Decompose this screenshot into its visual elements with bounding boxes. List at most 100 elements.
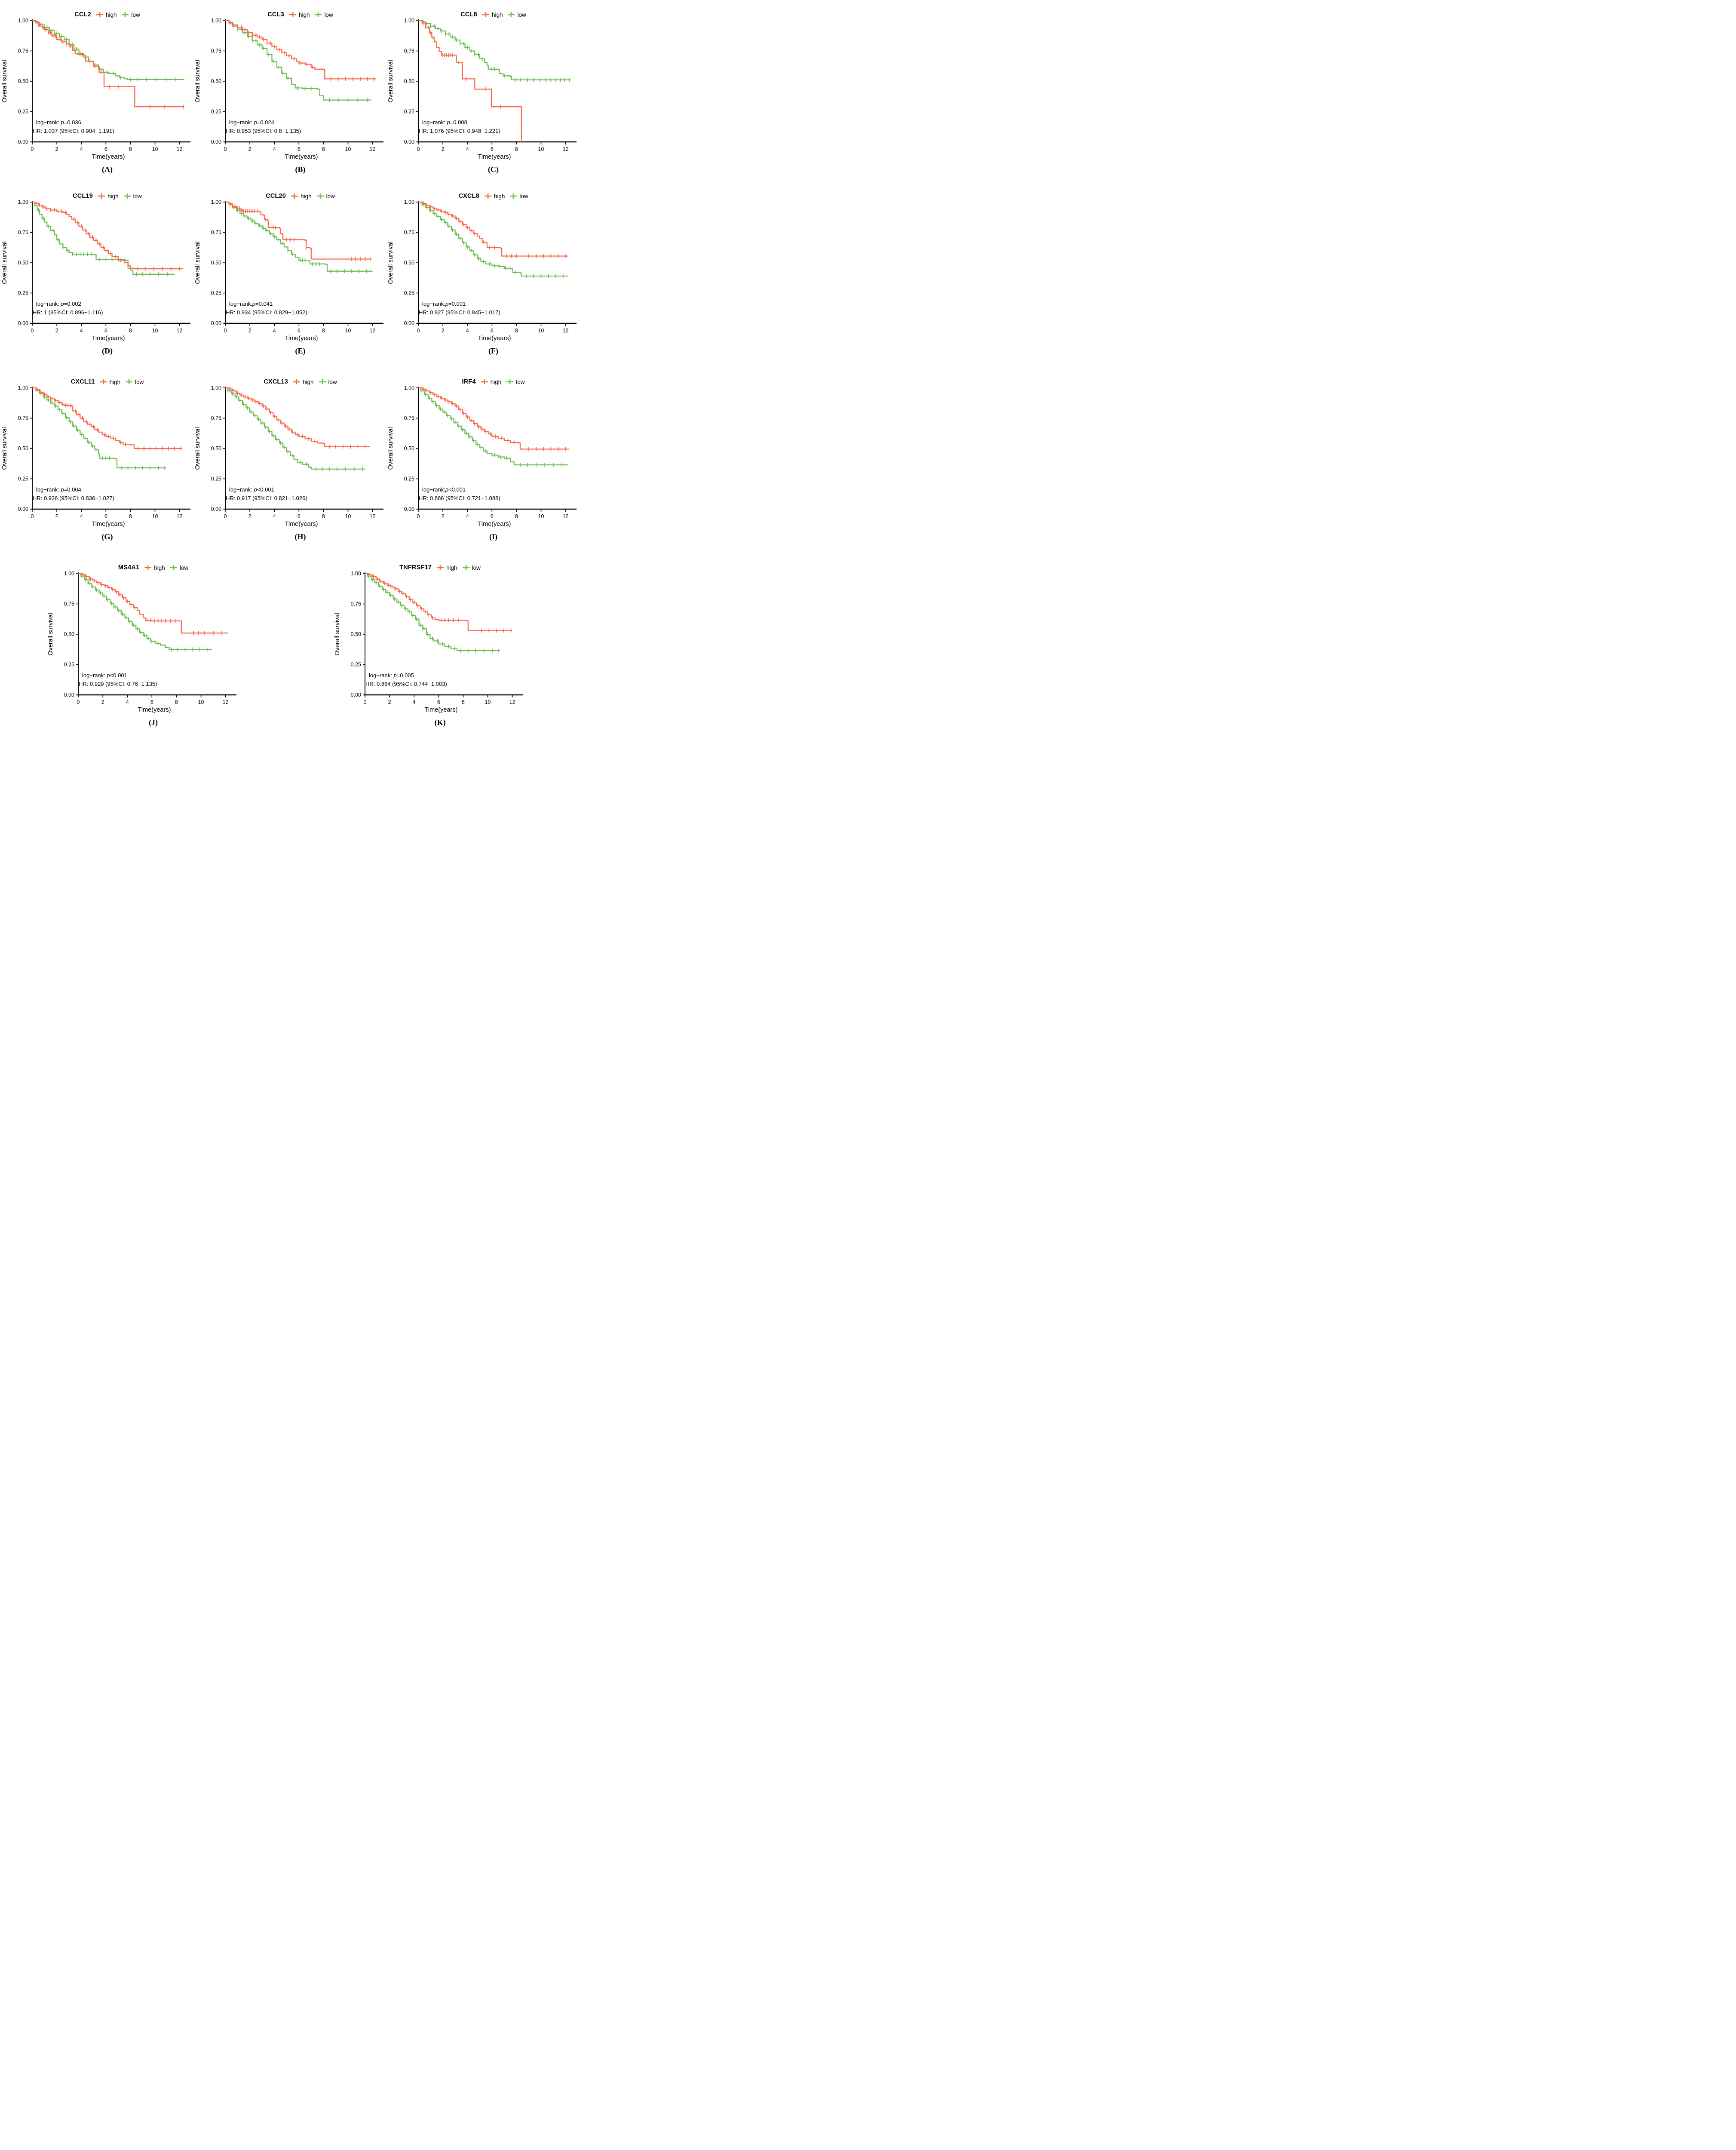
x-tick-label: 6 — [298, 513, 301, 519]
x-tick-label: 6 — [298, 146, 301, 152]
km-panel-CCL3: CCL3 high low 1.00 0.75 0.50 0.25 0.00 Overal… — [193, 0, 386, 186]
logrank-line: log−rank: p<0.001 — [82, 672, 127, 679]
plot-root: 1.00 0.75 0.50 0.25 0.00 Overall survival 0 2 4 6… — [194, 385, 383, 528]
censor-ticks-high — [35, 201, 180, 271]
hr-line: HR: 0.934 (95%CI: 0.829−1.052) — [226, 309, 307, 316]
logrank-line: log−rank: p=0.036 — [36, 119, 81, 126]
panel-row-2: CCL19 high low 1.00 0.75 0.50 0.25 0.00 Overa… — [0, 186, 579, 372]
stats-text: log−rank:p=0.001 HR: 0.927 (95%CI: 0.845−… — [419, 301, 500, 316]
km-curve-low — [418, 20, 570, 82]
logrank-line: log−rank: p=0.005 — [369, 672, 414, 679]
y-tick-label: 0.25 — [211, 109, 221, 115]
logrank-line: log−rank: p=0.008 — [422, 119, 467, 126]
censor-ticks-high — [423, 387, 566, 451]
panel-letter-row: (C) — [386, 165, 579, 174]
legend-item-high: high — [292, 378, 314, 385]
x-tick-label: 4 — [273, 513, 276, 519]
y-tick-label: 0.25 — [64, 662, 74, 668]
x-axis: 0 2 4 6 8 10 12 Time(years) — [77, 694, 236, 713]
legend-label-high: high — [154, 564, 165, 571]
x-tick-label: 0 — [77, 699, 80, 705]
panel-letter-row: (G) — [0, 532, 193, 541]
x-axis-title: Time(years) — [92, 335, 125, 342]
plus-marker-high-icon — [482, 12, 489, 17]
plot-root: 1.00 0.75 0.50 0.25 0.00 Overall survival 0 2 4 6… — [334, 571, 523, 713]
x-tick-label: 2 — [442, 328, 445, 334]
plot-root: 1.00 0.75 0.50 0.25 0.00 Overall survival 0 2 4 6… — [1, 385, 190, 528]
km-step-line-low — [32, 387, 166, 469]
hr-line: HR: 0.953 (95%CI: 0.8−1.135) — [226, 128, 301, 134]
panel-header: CXCL11 high low — [0, 378, 193, 385]
legend-item-low: low — [318, 378, 337, 385]
plot-root: 1.00 0.75 0.50 0.25 0.00 Overall survival 0 2 4 6… — [387, 18, 577, 160]
x-axis-title: Time(years) — [425, 706, 458, 713]
legend-label-low: low — [472, 564, 481, 571]
y-axis-title: Overall survival — [387, 427, 394, 470]
plus-marker-low-icon — [508, 12, 515, 17]
x-tick-label: 12 — [223, 699, 229, 705]
stats-text: log−rank: p<0.001 HR: 0.917 (95%CI: 0.821… — [226, 486, 307, 501]
y-axis-title: Overall survival — [194, 241, 201, 284]
panel-header: IRF4 high low — [386, 378, 579, 385]
x-tick-label: 8 — [322, 328, 325, 334]
plot-root: 1.00 0.75 0.50 0.25 0.00 Overall survival 0 2 4 6… — [47, 571, 236, 713]
x-axis-title: Time(years) — [478, 154, 511, 160]
y-tick-label: 0.75 — [18, 230, 28, 236]
y-axis-title: Overall survival — [194, 60, 201, 102]
legend-label-high: high — [298, 11, 310, 18]
censor-ticks-high — [423, 201, 566, 258]
x-tick-label: 10 — [345, 146, 351, 152]
x-tick-label: 4 — [80, 328, 83, 334]
km-curve-high — [365, 573, 512, 633]
panel-header: CCL8 high low — [386, 11, 579, 18]
y-tick-label: 0.00 — [404, 506, 414, 512]
km-step-line-high — [365, 573, 512, 631]
y-tick-label: 0.25 — [18, 476, 28, 482]
legend-label-high: high — [491, 11, 503, 18]
km-survival-figure: CCL2 high low 1.00 0.75 0.50 0.25 0.00 Overal… — [0, 0, 579, 743]
x-tick-label: 2 — [248, 146, 252, 152]
censor-ticks-high — [230, 387, 366, 449]
km-panel-CXCL11: CXCL11 high low 1.00 0.75 0.50 0.25 0.00 Over… — [0, 372, 193, 557]
x-axis-title: Time(years) — [478, 521, 511, 528]
legend-label-high: high — [109, 378, 121, 385]
y-axis-title: Overall survival — [387, 60, 394, 102]
censor-ticks-high — [230, 202, 371, 261]
plus-marker-low-icon — [126, 379, 133, 384]
y-tick-label: 1.00 — [404, 200, 414, 205]
x-tick-label: 2 — [55, 513, 58, 519]
x-tick-label: 6 — [150, 699, 153, 705]
km-step-line-high — [32, 387, 182, 449]
panel-header: CXCL13 high low — [193, 378, 386, 385]
x-tick-label: 0 — [31, 513, 34, 519]
km-step-line-high — [32, 20, 184, 108]
y-tick-label: 0.25 — [211, 290, 221, 296]
km-curve-low — [32, 201, 175, 276]
x-axis: 0 2 4 6 8 10 12 Time(years) — [224, 322, 383, 342]
legend-label-high: high — [303, 378, 314, 385]
x-tick-label: 12 — [177, 513, 183, 519]
x-axis: 0 2 4 6 8 10 12 Time(years) — [364, 694, 523, 713]
stats-text: log−rank: p=0.005 HR: 0.864 (95%CI: 0.744… — [365, 672, 447, 687]
km-step-line-high — [225, 387, 370, 447]
x-tick-label: 12 — [563, 146, 569, 152]
censor-ticks-high — [423, 21, 501, 109]
gene-title: CCL8 — [460, 11, 477, 18]
x-tick-label: 6 — [104, 146, 107, 152]
km-curve-low — [78, 573, 212, 651]
y-axis-title: Overall survival — [334, 613, 341, 655]
x-tick-label: 6 — [437, 699, 440, 705]
km-step-line-low — [418, 387, 568, 466]
gene-title: CCL20 — [266, 193, 286, 200]
legend-label-high: high — [490, 378, 502, 385]
x-tick-label: 6 — [104, 513, 107, 519]
logrank-line: log−rank: p<0.001 — [229, 486, 274, 493]
y-tick-label: 1.00 — [211, 385, 221, 391]
panel-header: TNFRSF17 high low — [333, 564, 526, 571]
x-tick-label: 4 — [413, 699, 416, 705]
censor-ticks-low — [230, 203, 367, 273]
x-tick-label: 10 — [538, 146, 544, 152]
km-step-line-low — [32, 20, 184, 80]
panel-letter: (I) — [489, 532, 497, 541]
censor-ticks-high — [83, 573, 222, 635]
